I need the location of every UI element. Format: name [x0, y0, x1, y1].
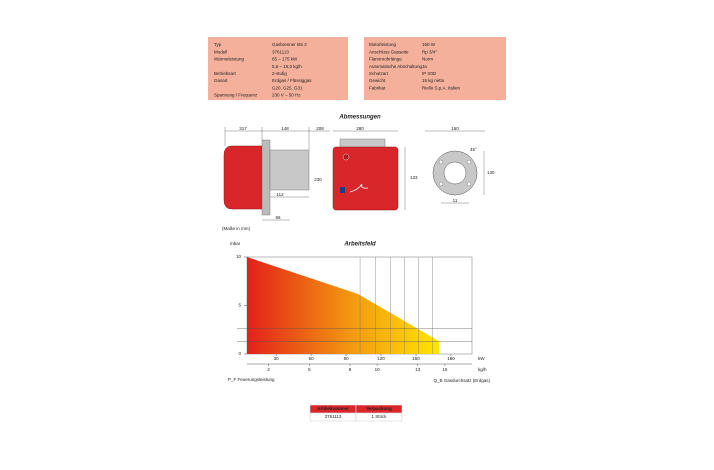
dimension: 66 — [275, 215, 281, 220]
x-tick-label: 60 — [309, 356, 315, 361]
x-tick-label: 90 — [344, 356, 350, 361]
spec-value: 65 – 175 kW — [272, 57, 298, 62]
spec-label: Anschluss Gasseite — [369, 49, 409, 54]
spec-label: Gewicht — [369, 78, 386, 83]
x-tick-label: 30 — [274, 356, 280, 361]
spec-value: Ja — [422, 64, 427, 69]
spec-label: Betriebsart — [214, 71, 237, 76]
side-view — [223, 127, 330, 221]
x2-tick-label: 8 — [349, 367, 352, 372]
dimension: 160 — [451, 126, 459, 131]
y-axis-label: mbar — [230, 241, 241, 246]
x2-tick-label: 5 — [308, 367, 311, 372]
spec-label: Schutzart — [369, 71, 389, 76]
dimension: 11 — [453, 198, 458, 203]
spec-value: 2-stufig — [272, 71, 287, 76]
spec-box — [208, 37, 348, 100]
y-tick-label: 5 — [238, 303, 241, 308]
x2-tick-label: 13 — [415, 367, 421, 372]
spec-value: Erdgas / Flüssiggas — [272, 78, 312, 83]
spec-label: Gasart — [214, 78, 228, 83]
spec-label: Wärmeleistung — [214, 57, 245, 62]
x-tick-label: 150 — [412, 356, 420, 361]
spec-box — [364, 37, 506, 100]
table-header: Artikelnummer — [317, 406, 349, 411]
spec-value: Norm — [422, 57, 433, 62]
x2-tick-label: 10 — [375, 367, 381, 372]
spec-value: 3761113 — [272, 49, 289, 54]
spec-value: Riello S.p.A. Italien — [422, 85, 461, 90]
footnote: P_F Feuerungsleistung — [228, 377, 275, 382]
table-cell-text: 3761113 — [325, 414, 342, 419]
spec-value: Rp 3/4" — [422, 49, 437, 54]
spec-value: IP X0D — [422, 71, 437, 76]
x-tick-label: 180 — [447, 356, 455, 361]
table-header: Verpackung — [366, 406, 392, 411]
dimension: 133 — [410, 175, 418, 180]
x-tick-label: 120 — [377, 356, 385, 361]
spec-label: Automatische Abschaltung — [369, 64, 423, 69]
dimension: 208 — [316, 126, 324, 131]
spec-label: Flammrohrlänge — [369, 57, 402, 62]
spec-label: Motorleistung — [369, 42, 397, 47]
y-tick-label: 10 — [236, 254, 242, 259]
front-view — [332, 130, 406, 211]
operating-area — [247, 257, 440, 354]
spec-value: Gasbrenner BS 2 — [272, 42, 307, 47]
footnote: Q_B Gasdurchsatz (Erdgas) — [433, 378, 490, 383]
spec-label: Fabrikat — [369, 85, 386, 90]
dimension: 45° — [470, 147, 477, 152]
spec-label: Modell — [214, 49, 227, 54]
x2-tick-label: 15 — [442, 367, 448, 372]
spec-value: 150 W — [422, 42, 436, 47]
spec-label: Typ — [214, 42, 222, 47]
section-title: Abmessungen — [338, 115, 381, 121]
dimension: 280 — [356, 126, 364, 131]
dimension: 112 — [276, 192, 284, 197]
spec-value: 15 kg netto — [422, 78, 445, 83]
spec-value: 5,6 – 15,0 kg/h — [272, 64, 302, 69]
table-cell-text: 1 Stück — [371, 414, 387, 419]
dimension: 317 — [239, 126, 247, 131]
note: (Maße in mm) — [222, 226, 251, 231]
chart-title: Arbeitsfeld — [343, 242, 376, 248]
flange-view — [425, 130, 485, 204]
x2-unit: kg/h — [478, 367, 487, 372]
spec-value: G20, G25, G31 — [272, 85, 303, 90]
dimension: 230 — [314, 177, 322, 182]
y-tick-label: 0 — [238, 351, 241, 356]
spec-label: Spannung / Frequenz — [214, 93, 258, 98]
spec-value: 230 V – 50 Hz — [272, 93, 301, 98]
x2-tick-label: 2 — [267, 367, 270, 372]
dimension: 130 — [487, 170, 495, 175]
dimension: 148 — [281, 126, 289, 131]
table-cell — [355, 412, 403, 422]
x-unit: kW — [478, 356, 485, 361]
